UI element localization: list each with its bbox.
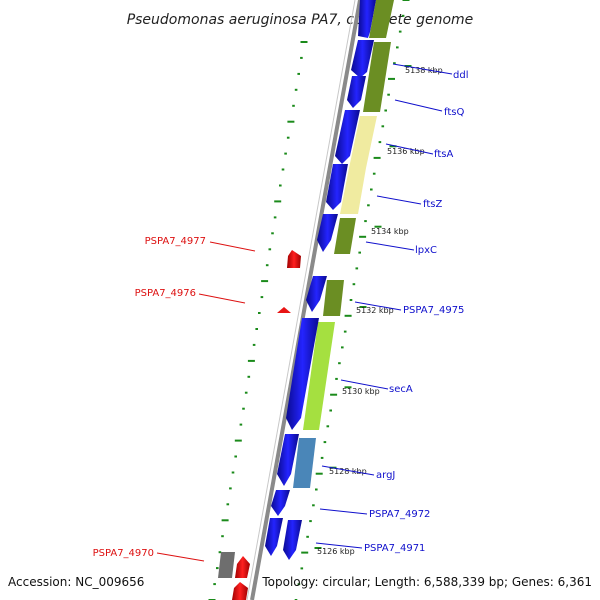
position-markers: 5138 kbp 5136 kbp 5134 kbp 5132 kbp 5130… — [317, 66, 443, 556]
gene-label-lpxC[interactable]: lpxC — [415, 245, 437, 256]
leader-line — [365, 241, 415, 251]
genome-title: Pseudomonas aeruginosa PA7, complete gen… — [127, 12, 474, 28]
gene-arrow-PSPA7_4977[interactable] — [287, 250, 301, 268]
cog-strip — [369, 0, 394, 38]
gene-label-ftsA[interactable]: ftsA — [434, 149, 453, 160]
gene-label-secA[interactable]: secA — [389, 384, 413, 395]
leader-line — [319, 508, 368, 515]
gene-label-PSPA7_4972[interactable]: PSPA7_4972 — [369, 509, 430, 520]
gene-arrow-ddl-b[interactable] — [351, 40, 374, 78]
cog-strip — [340, 168, 366, 214]
cog-strip — [303, 322, 335, 430]
accession-label: Accession: NC_009656 — [8, 575, 144, 589]
cog-strip — [349, 116, 377, 168]
reverse-strand-track — [232, 250, 301, 600]
forward-strand-track — [265, 0, 376, 560]
forward-gene-labels: ddl ftsQ ftsA ftsZ lpxC PSPA7_4975 secA … — [364, 70, 468, 554]
leader-line — [394, 99, 443, 112]
gene-arrow-PSPA7_4970[interactable] — [235, 556, 250, 578]
gene-arrow-PSPA7_4971[interactable] — [283, 520, 302, 560]
backbone-highlight — [246, 0, 356, 600]
gene-arrow-PSPA7_4972[interactable] — [271, 490, 290, 516]
leader-line — [209, 241, 256, 252]
leader-line — [156, 552, 205, 562]
gene-arrow-argJ[interactable] — [277, 434, 299, 486]
gene-label-ftsQ[interactable]: ftsQ — [444, 107, 464, 118]
gene-arrow-ftsA[interactable] — [335, 110, 360, 164]
gene-label-PSPA7_4970[interactable]: PSPA7_4970 — [93, 548, 154, 559]
leader-line — [354, 301, 402, 311]
forward-gene-leaders — [315, 63, 453, 549]
leader-line — [321, 465, 375, 476]
topology-summary: Topology: circular; Length: 6,588,339 bp… — [261, 575, 592, 589]
leader-line — [392, 63, 453, 75]
position-marker: 5128 kbp — [329, 467, 367, 476]
gene-arrow-ftsQ[interactable] — [347, 76, 366, 108]
gene-label-argJ[interactable]: argJ — [376, 470, 395, 481]
leader-line — [315, 542, 363, 549]
gene-label-ftsZ[interactable]: ftsZ — [423, 199, 442, 210]
gene-arrow-lpxC[interactable] — [317, 214, 338, 252]
gene-label-PSPA7_4971[interactable]: PSPA7_4971 — [364, 543, 425, 554]
gene-arrow-PSPA7_4975[interactable] — [306, 276, 327, 312]
reverse-gene-leaders — [156, 241, 256, 562]
leader-line — [340, 379, 389, 390]
leader-line — [198, 293, 246, 304]
gene-arrow-red-bottom[interactable] — [232, 582, 248, 600]
gene-label-PSPA7_4975[interactable]: PSPA7_4975 — [403, 305, 464, 316]
position-marker: 5138 kbp — [405, 66, 443, 75]
position-marker: 5132 kbp — [356, 306, 394, 315]
gene-arrow-PSPA7_4971-a[interactable] — [265, 518, 283, 556]
cog-strip — [363, 42, 391, 112]
position-marker: 5134 kbp — [371, 227, 409, 236]
leader-line — [385, 143, 434, 155]
gene-arrow-ddl[interactable] — [358, 0, 376, 38]
cog-strip — [323, 280, 344, 316]
position-marker: 5130 kbp — [342, 387, 380, 396]
gene-label-ddl[interactable]: ddl — [453, 70, 468, 81]
leader-line — [376, 195, 422, 205]
outer-tick-ring-right — [294, 0, 410, 600]
gene-arrow-ftsZ[interactable] — [326, 164, 348, 210]
cog-strip — [293, 438, 316, 488]
gene-arrow-secA[interactable] — [286, 318, 319, 430]
position-marker: 5126 kbp — [317, 547, 355, 556]
cog-strip — [218, 552, 235, 578]
gene-arrow-PSPA7_4976[interactable] — [277, 307, 291, 313]
gene-label-PSPA7_4976[interactable]: PSPA7_4976 — [135, 288, 196, 299]
reverse-gene-labels: PSPA7_4977 PSPA7_4976 PSPA7_4970 — [93, 236, 206, 559]
cog-strip — [334, 218, 356, 254]
position-marker: 5136 kbp — [387, 147, 425, 156]
outer-tick-ring-left — [208, 41, 308, 600]
gene-label-PSPA7_4977[interactable]: PSPA7_4977 — [145, 236, 206, 247]
cog-category-track — [218, 0, 394, 578]
